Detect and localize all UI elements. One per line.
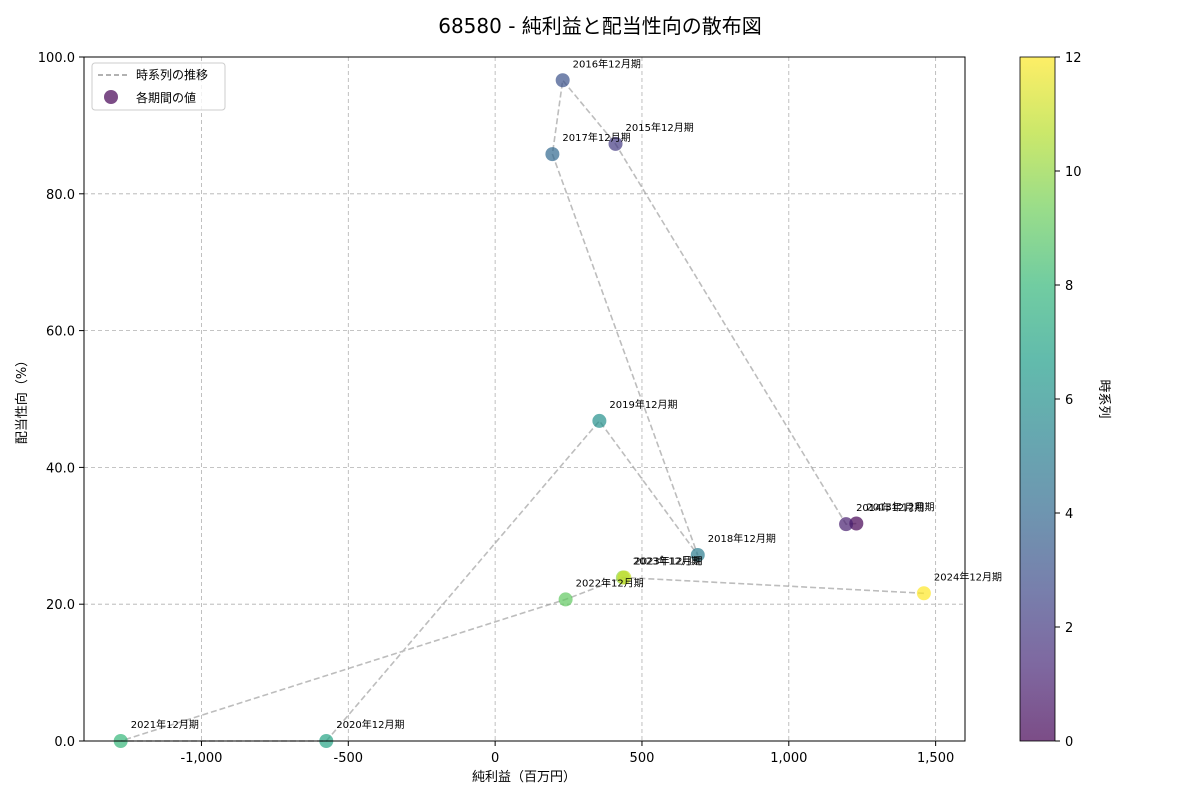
point-label: 2023年12月期 (634, 555, 702, 568)
point-label: 2021年12月期 (131, 718, 199, 731)
legend-label-trend: 時系列の推移 (136, 68, 208, 82)
y-tick-label: 0.0 (54, 735, 75, 750)
legend-label-values: 各期間の値 (136, 90, 196, 105)
colorbar-tick-label: 10 (1065, 165, 1082, 180)
y-tick-label: 60.0 (46, 325, 75, 340)
data-point (617, 570, 632, 585)
data-point (555, 73, 570, 88)
colorbar-tick-label: 0 (1065, 735, 1073, 750)
data-point (608, 136, 623, 151)
legend: 時系列の推移 各期間の値 (91, 62, 226, 111)
x-tick-label: 0 (491, 751, 499, 766)
y-tick-label: 100.0 (38, 51, 75, 66)
trend-line-layer (120, 78, 924, 742)
data-point (916, 586, 931, 601)
data-point (849, 516, 864, 531)
grid-lines (84, 56, 965, 742)
data-points (113, 73, 931, 748)
point-label: 2024年12月期 (934, 570, 1002, 583)
point-label: 2015年12月期 (626, 121, 694, 134)
y-tick-label: 80.0 (46, 188, 75, 203)
chart-title: 68580 - 純利益と配当性向の散布図 (438, 14, 762, 38)
colorbar-tick-label: 2 (1065, 621, 1073, 636)
x-tick-label: 500 (630, 751, 655, 766)
point-label: 2018年12月期 (708, 532, 776, 545)
colorbar-gradient (1019, 56, 1056, 742)
plot-frame (83, 56, 966, 742)
point-label: 2017年12月期 (562, 131, 630, 144)
point-label: 2016年12月期 (573, 57, 641, 70)
y-tick-label: 40.0 (46, 461, 75, 476)
legend-marker-swatch (104, 90, 118, 104)
x-tick-label: -1,000 (181, 751, 223, 766)
data-point (558, 592, 573, 607)
point-label: 2023年12月期 (633, 555, 701, 568)
point-label: 2022年12月期 (576, 576, 644, 589)
x-axis-label: 純利益（百万円） (472, 770, 576, 785)
x-tick-label: 1,500 (917, 751, 954, 766)
colorbar-tick-label: 12 (1065, 51, 1082, 66)
data-point (592, 413, 607, 428)
point-label: 2014年12月期 (856, 501, 924, 514)
y-axis-ticks: 0.0 20.0 40.0 60.0 80.0 100.0 (38, 51, 84, 750)
colorbar-tick-label: 8 (1065, 279, 1073, 294)
colorbar-ticks: 0 2 4 6 8 10 12 (1055, 51, 1082, 750)
y-axis-label: 配当性向（%） (14, 354, 30, 444)
data-point (839, 517, 854, 532)
colorbar-label: 時系列 (1096, 379, 1111, 418)
colorbar-tick-label: 6 (1065, 393, 1073, 408)
colorbar-tick-label: 4 (1065, 507, 1073, 522)
y-tick-label: 20.0 (46, 598, 75, 613)
x-tick-label: -500 (334, 751, 364, 766)
x-tick-label: 1,000 (770, 751, 807, 766)
data-point (545, 147, 560, 162)
trend-line (120, 78, 924, 742)
x-axis-ticks: -1,000 -500 0 500 1,000 1,500 (181, 741, 954, 766)
point-label: 2019年12月期 (609, 398, 677, 411)
data-point (690, 547, 705, 562)
point-label: 2013年12月期 (866, 500, 934, 513)
point-label: 2020年12月期 (336, 718, 404, 731)
colorbar: 0 2 4 6 8 10 12 時系列 (1019, 51, 1111, 750)
